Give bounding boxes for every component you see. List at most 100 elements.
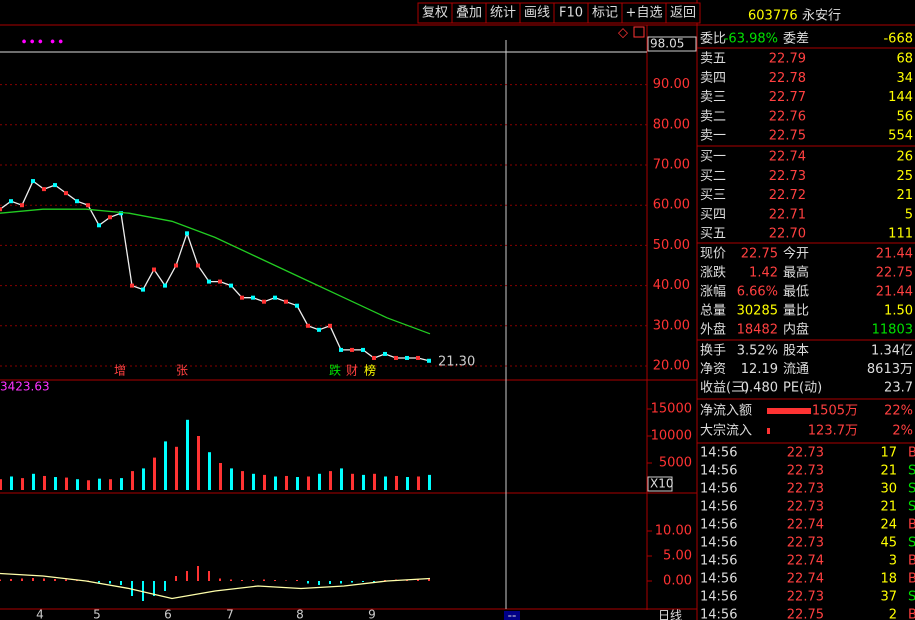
quote-label: 最低 — [783, 285, 809, 300]
trade-price: 22.75 — [787, 608, 824, 620]
volume-bar — [175, 446, 178, 490]
candle — [64, 191, 68, 196]
volume-bar — [186, 419, 189, 490]
trade-volume: 24 — [880, 518, 897, 533]
volume-bar — [153, 457, 156, 490]
candle — [196, 263, 200, 268]
candle — [0, 207, 2, 212]
book-volume: 68 — [896, 52, 913, 67]
marker: 榜 — [364, 363, 376, 378]
trade-volume: 21 — [880, 500, 897, 515]
candle — [185, 231, 189, 236]
volume-bar — [65, 477, 68, 490]
candle — [97, 223, 101, 228]
book-price: 22.74 — [769, 150, 806, 165]
candle — [372, 355, 376, 360]
book-price: 22.78 — [769, 71, 806, 86]
volume-multiplier: X10 — [650, 477, 674, 491]
fund-label: 股本 — [783, 344, 809, 359]
book-label: 卖三 — [700, 90, 726, 105]
book-label: 买五 — [700, 227, 726, 242]
volume-bar — [32, 473, 35, 490]
quote-value: 1.42 — [749, 266, 778, 281]
trade-time: 14:56 — [700, 572, 737, 587]
volume-bar — [252, 473, 255, 490]
candle — [383, 351, 387, 356]
flow-value: 123.7万 — [808, 424, 858, 439]
book-label: 卖四 — [700, 71, 726, 86]
volume-bar — [351, 473, 354, 490]
volume-bar — [307, 476, 310, 490]
trade-volume: 30 — [880, 482, 897, 497]
book-label: 卖五 — [700, 52, 726, 67]
book-label: 卖二 — [700, 109, 726, 124]
toolbar-label: F10 — [559, 6, 583, 21]
volume-bar — [87, 480, 90, 490]
dif-line — [0, 572, 431, 600]
quote-value: 21.44 — [876, 285, 913, 300]
y-tick-label: 90.00 — [653, 77, 690, 92]
volume-bar — [395, 475, 398, 490]
candle — [20, 203, 24, 208]
trade-time: 14:56 — [700, 554, 737, 569]
volume-label: 3423.63 — [0, 380, 50, 394]
quote-label: 涨跌 — [700, 265, 726, 281]
trade-price: 22.73 — [787, 500, 824, 515]
marker: 张 — [176, 364, 188, 378]
trade-volume: 17 — [880, 446, 897, 461]
candle — [9, 199, 13, 204]
book-label: 买一 — [700, 150, 726, 165]
volume-bar — [76, 479, 79, 490]
cursor-box — [504, 611, 520, 620]
volume-bar — [0, 479, 2, 490]
trade-time: 14:56 — [700, 590, 737, 605]
trade-price: 22.74 — [787, 572, 824, 587]
fund-value: 12.19 — [741, 362, 778, 377]
candle — [306, 323, 310, 328]
candle — [394, 355, 398, 360]
book-label: 买三 — [700, 188, 726, 203]
candle — [130, 283, 134, 288]
volume-bar — [373, 473, 376, 490]
price-line — [0, 180, 430, 362]
mult-box — [647, 476, 673, 492]
candle — [163, 283, 167, 288]
candle — [141, 287, 145, 292]
quote-label: 量比 — [783, 304, 809, 319]
trade-price: 22.73 — [787, 590, 824, 605]
candle — [207, 279, 211, 284]
fund-value: 23.7 — [884, 381, 913, 396]
trade-price: 22.74 — [787, 518, 824, 533]
fund-label: 净资 — [700, 362, 726, 377]
box-icon — [633, 26, 645, 38]
toolbar-label: +自选 — [626, 6, 663, 21]
volume-bar — [43, 475, 46, 490]
candle — [427, 358, 431, 363]
trade-side: S — [908, 464, 915, 479]
volume-bar — [219, 463, 222, 490]
volume-bar — [142, 468, 145, 490]
toolbar-label: 返回 — [670, 6, 696, 21]
candle — [42, 187, 46, 192]
stock-code: 603776 — [748, 9, 798, 24]
trade-time: 14:56 — [700, 608, 737, 620]
volume-bar — [21, 478, 24, 490]
toolbar-button[interactable] — [665, 2, 701, 24]
volume-bar — [131, 471, 134, 490]
trade-side: S — [908, 590, 915, 605]
book-volume: 34 — [896, 71, 913, 86]
top-value-box — [647, 36, 697, 52]
quote-value: 6.66% — [737, 285, 778, 300]
trade-price: 22.73 — [787, 482, 824, 497]
trade-side: B — [908, 446, 915, 461]
candle — [405, 355, 409, 360]
ratio-value: -63.98% — [724, 32, 778, 47]
candle — [75, 199, 79, 204]
book-volume: 144 — [888, 90, 913, 105]
trade-side: B — [908, 608, 915, 620]
fund-value: 1.34亿 — [871, 344, 913, 359]
book-volume: 56 — [896, 109, 913, 124]
candle — [251, 295, 255, 300]
candle — [295, 303, 299, 308]
book-price: 22.70 — [769, 227, 806, 242]
